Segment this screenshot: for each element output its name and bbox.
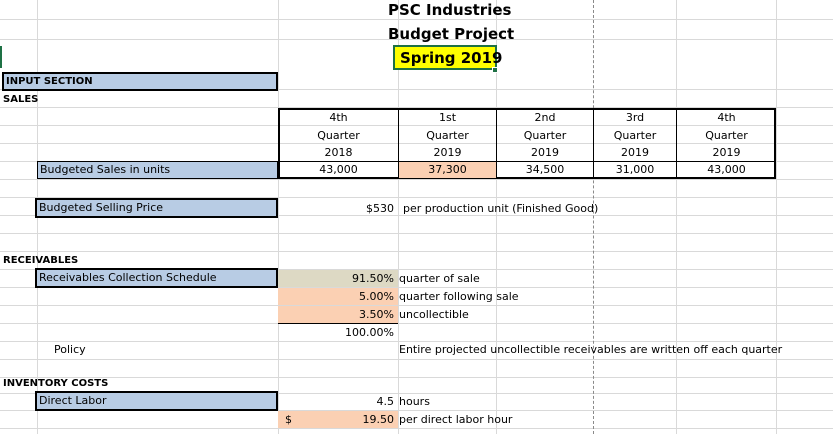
collection-pct-fill bbox=[278, 288, 398, 305]
gridline bbox=[0, 233, 833, 234]
selling-price-note: per production unit (Finished Good) bbox=[403, 202, 599, 215]
gridline bbox=[0, 410, 833, 411]
collection-pct[interactable]: 5.00% bbox=[359, 290, 394, 303]
collection-desc: quarter following sale bbox=[399, 290, 519, 303]
gridline bbox=[0, 323, 833, 324]
direct-labor-label-cell[interactable]: Direct Labor bbox=[35, 391, 278, 411]
direct-labor-label: Direct Labor bbox=[39, 394, 107, 407]
quarter-word: Quarter bbox=[523, 129, 567, 142]
labor-rate-unit: per direct labor hour bbox=[399, 413, 513, 426]
gridline bbox=[676, 0, 677, 434]
project-title: Budget Project bbox=[388, 25, 515, 43]
gridline bbox=[0, 305, 833, 306]
gridline bbox=[776, 0, 777, 434]
gridline bbox=[0, 215, 833, 216]
units-cell[interactable]: 43,000 bbox=[707, 163, 746, 176]
quarter-table bbox=[278, 108, 776, 179]
gridline bbox=[0, 269, 833, 270]
quarter-word: Quarter bbox=[317, 129, 360, 142]
gridline bbox=[0, 287, 833, 288]
quarter-year: 2019 bbox=[621, 146, 649, 159]
gridline bbox=[0, 393, 833, 394]
quarter-year: 2019 bbox=[531, 146, 559, 159]
gridline bbox=[0, 197, 833, 198]
gridline bbox=[0, 359, 833, 360]
quarter-ordinal: 4th bbox=[717, 111, 736, 124]
gridline bbox=[0, 377, 833, 378]
labor-hours-unit: hours bbox=[399, 395, 430, 408]
gridline bbox=[0, 251, 833, 252]
table-divider bbox=[593, 108, 594, 179]
fill-handle[interactable] bbox=[492, 67, 498, 73]
collection-pct-fill bbox=[278, 306, 398, 323]
units-cell[interactable]: 31,000 bbox=[615, 163, 655, 176]
sum-underline bbox=[278, 323, 398, 324]
input-section-label: INPUT SECTION bbox=[6, 76, 93, 87]
selling-price-value[interactable]: $530 bbox=[366, 202, 394, 215]
gridline bbox=[0, 19, 833, 20]
policy-text: Entire projected uncollectible receivabl… bbox=[399, 343, 783, 356]
collection-schedule-label: Receivables Collection Schedule bbox=[39, 271, 217, 284]
units-cell[interactable]: 37,300 bbox=[428, 163, 467, 176]
units-cell[interactable]: 43,000 bbox=[319, 163, 358, 176]
currency-symbol: $ bbox=[285, 413, 292, 426]
gridline bbox=[0, 39, 833, 40]
quarter-year: 2018 bbox=[324, 146, 353, 159]
input-section-header[interactable]: INPUT SECTION bbox=[2, 72, 278, 91]
table-divider bbox=[278, 161, 776, 162]
gridline bbox=[278, 0, 279, 434]
labor-rate-value[interactable]: 19.50 bbox=[362, 413, 395, 426]
budgeted-selling-price-label-cell[interactable]: Budgeted Selling Price bbox=[35, 198, 278, 218]
row-selection-marker bbox=[0, 46, 2, 68]
quarter-ordinal: 1st bbox=[438, 111, 457, 124]
gridline bbox=[0, 143, 833, 144]
collection-desc: uncollectible bbox=[399, 308, 469, 321]
collection-desc: quarter of sale bbox=[399, 272, 480, 285]
budgeted-selling-price-label: Budgeted Selling Price bbox=[39, 201, 164, 214]
gridline bbox=[496, 0, 497, 434]
collection-schedule-label-cell[interactable]: Receivables Collection Schedule bbox=[35, 268, 278, 288]
collection-pct[interactable]: 3.50% bbox=[359, 308, 394, 321]
budgeted-sales-units-label: Budgeted Sales in units bbox=[40, 163, 171, 176]
collection-total: 100.00% bbox=[345, 326, 394, 339]
gridline bbox=[0, 125, 833, 126]
term-label: Spring 2019 bbox=[400, 49, 503, 67]
quarter-ordinal: 3rd bbox=[625, 111, 645, 124]
gridline bbox=[398, 0, 399, 434]
gridline bbox=[0, 341, 833, 342]
inventory-costs-label: INVENTORY COSTS bbox=[3, 378, 109, 389]
quarter-word: Quarter bbox=[705, 129, 748, 142]
table-divider bbox=[496, 108, 497, 179]
receivables-label: RECEIVABLES bbox=[3, 255, 79, 266]
quarter-ordinal: 2nd bbox=[534, 111, 556, 124]
quarter-word: Quarter bbox=[426, 129, 469, 142]
units-cell[interactable]: 34,500 bbox=[525, 163, 565, 176]
collection-pct[interactable]: 91.50% bbox=[352, 272, 394, 285]
collection-pct-fill bbox=[278, 270, 398, 287]
company-title: PSC Industries bbox=[388, 1, 512, 19]
q1-units-fill bbox=[398, 162, 496, 178]
quarter-year: 2019 bbox=[712, 146, 741, 159]
gridline bbox=[0, 89, 833, 90]
quarter-ordinal: 4th bbox=[329, 111, 348, 124]
gridline bbox=[0, 107, 833, 108]
budgeted-sales-units-label-cell[interactable]: Budgeted Sales in units bbox=[37, 161, 278, 179]
gridline bbox=[0, 179, 833, 180]
gridline bbox=[0, 428, 833, 429]
labor-rate-fill bbox=[278, 411, 398, 428]
table-divider bbox=[398, 108, 399, 179]
quarter-word: Quarter bbox=[613, 129, 657, 142]
term-cell[interactable]: Spring 2019 bbox=[393, 45, 502, 70]
page-break-line bbox=[593, 0, 594, 434]
labor-hours-value[interactable]: 4.5 bbox=[376, 395, 395, 408]
quarter-year: 2019 bbox=[433, 146, 462, 159]
table-divider bbox=[676, 108, 677, 179]
policy-label: Policy bbox=[54, 343, 86, 356]
sales-label: SALES bbox=[3, 94, 39, 105]
